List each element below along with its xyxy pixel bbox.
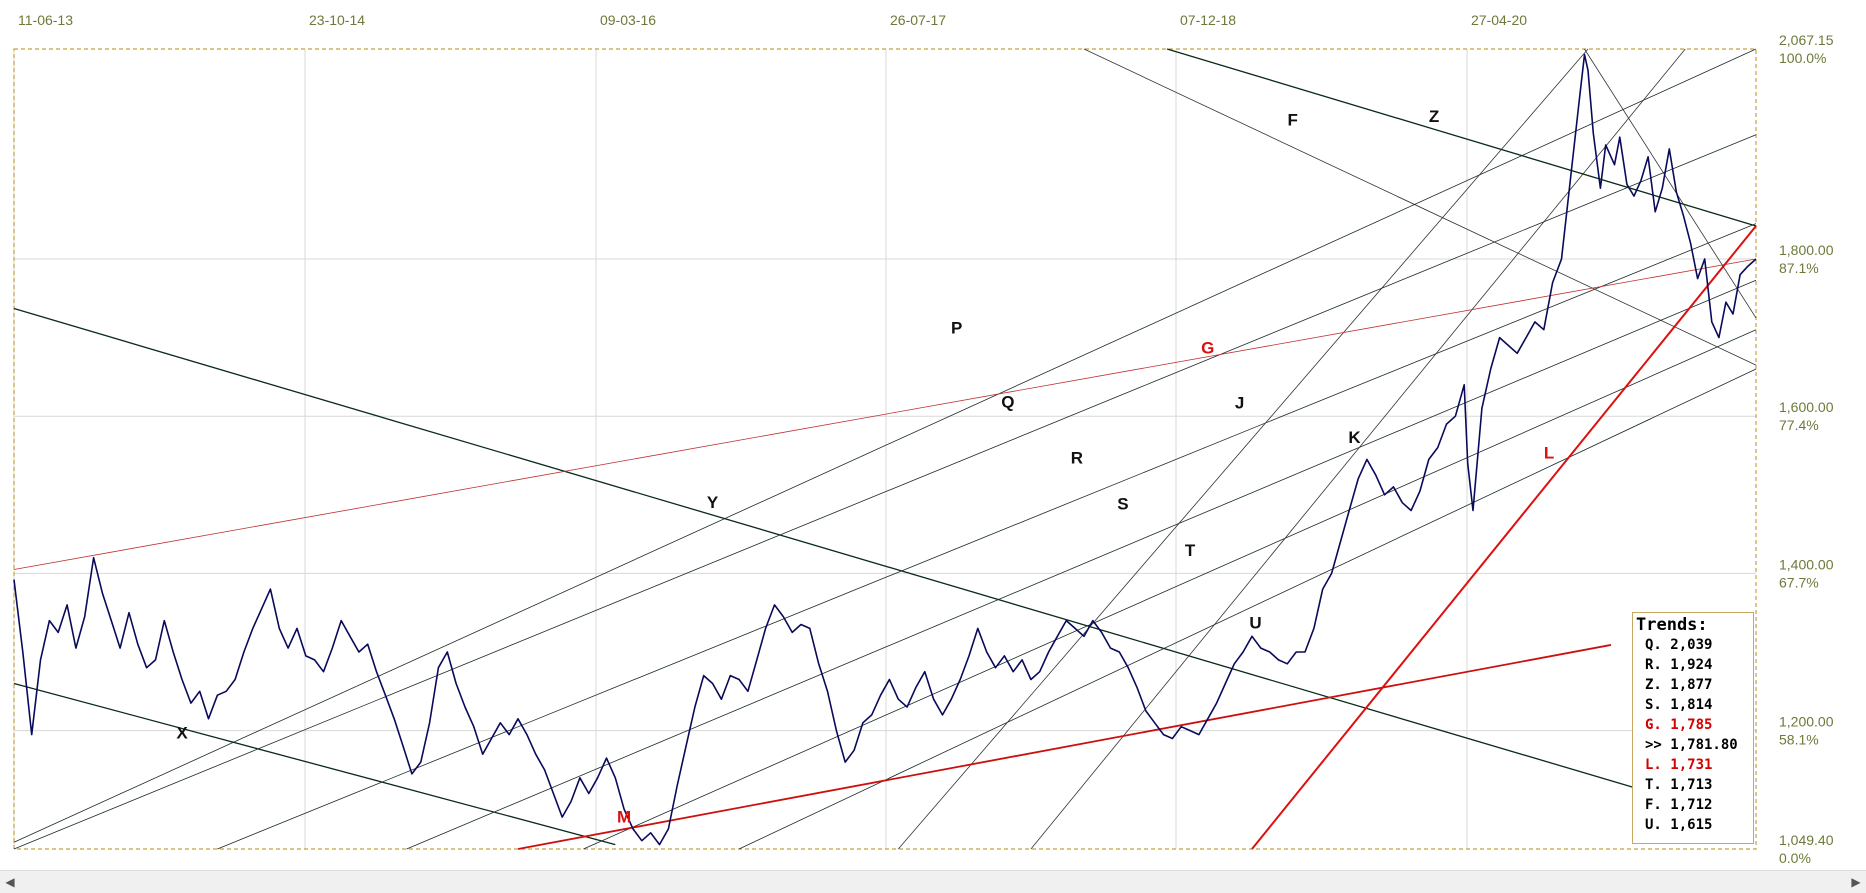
trend-line-u (738, 368, 1757, 850)
legend-row: >> 1,781.80 (1645, 737, 1738, 753)
y-tick-price: 1,049.40 (1779, 832, 1834, 848)
trend-line-t (583, 329, 1757, 850)
trend-label-l: L (1544, 444, 1554, 463)
chart-grid (13, 49, 1756, 849)
x-tick-label: 23-10-14 (309, 12, 365, 28)
legend-row: S. 1,814 (1645, 697, 1713, 713)
legend-row: G. 1,785 (1645, 717, 1713, 733)
y-tick-price: 1,600.00 (1779, 399, 1834, 415)
trend-label-x: X (176, 723, 188, 742)
legend-row: U. 1,615 (1645, 817, 1713, 833)
legend-rows: Q. 2,039 R. 1,924 Z. 1,877 S. 1,814 G. 1,785… (1633, 635, 1753, 835)
trend-line-labels: X Y Z F P Q R S T U J K G M L (176, 107, 1554, 826)
y-tick-pct: 100.0% (1779, 50, 1826, 66)
trend-label-t: T (1185, 541, 1196, 560)
chart-canvas[interactable]: X Y Z F P Q R S T U J K G M L 11-06-13 23-10-14 09-03-16… (0, 0, 1866, 870)
trend-label-p: P (951, 319, 962, 338)
legend-row: T. 1,713 (1645, 777, 1713, 793)
legend-row: Z. 1,877 (1645, 677, 1713, 693)
trend-label-m: M (617, 808, 631, 827)
legend-row: F. 1,712 (1645, 797, 1713, 813)
y-tick-pct: 67.7% (1779, 574, 1819, 590)
trend-line-y (13, 307, 1642, 791)
trend-line-q (13, 134, 1757, 850)
y-tick-price: 1,400.00 (1779, 556, 1834, 572)
trend-line-g (13, 258, 1757, 570)
trend-label-k: K (1348, 428, 1361, 447)
y-tick-pct: 87.1% (1779, 260, 1819, 276)
trend-line-j (897, 48, 1589, 850)
trend-line-x (13, 682, 616, 846)
trend-line-l (1251, 225, 1757, 850)
x-tick-label: 09-03-16 (600, 12, 656, 28)
legend-row: L. 1,731 (1645, 757, 1713, 773)
trend-line-k (1030, 48, 1686, 850)
x-tick-label: 26-07-17 (890, 12, 946, 28)
trend-label-f: F (1287, 110, 1297, 129)
trend-label-g: G (1201, 338, 1214, 357)
legend-title: Trends: (1636, 615, 1708, 635)
legend-row: Q. 2,039 (1645, 637, 1713, 653)
price-series-line-0 (13, 53, 1757, 846)
trend-line-m (517, 644, 1612, 850)
legend-row: R. 1,924 (1645, 657, 1713, 673)
x-axis: 11-06-13 23-10-14 09-03-16 26-07-17 07-12-18… (18, 12, 1527, 28)
y-axis: 2,067.15 100.0% 1,800.00 87.1% 1,600.00 77.4%… (1779, 32, 1834, 866)
y-tick-price: 2,067.15 (1779, 32, 1834, 48)
trend-label-q: Q (1001, 393, 1014, 412)
trend-line-p (13, 48, 1757, 843)
x-tick-label: 27-04-20 (1471, 12, 1527, 28)
trends-legend: Trends: Q. 2,039 R. 1,924 Z. 1,877 S. 1,814… (1632, 612, 1754, 844)
scroll-right-icon[interactable]: ▶ (1851, 875, 1861, 889)
trend-label-y: Y (707, 493, 719, 512)
horizontal-scrollbar[interactable]: ◀ ▶ (0, 870, 1866, 893)
trend-line-s (406, 279, 1757, 850)
trend-label-r: R (1071, 448, 1083, 467)
y-tick-price: 1,800.00 (1779, 242, 1834, 258)
scroll-left-icon[interactable]: ◀ (5, 875, 15, 889)
y-tick-price: 1,200.00 (1779, 714, 1834, 730)
trend-line-r (217, 223, 1757, 850)
y-tick-pct: 0.0% (1779, 850, 1811, 866)
x-tick-label: 11-06-13 (18, 12, 73, 28)
trend-line-v1 (1584, 48, 1757, 319)
trend-line-f (1083, 48, 1757, 366)
trend-label-u: U (1249, 613, 1261, 632)
trend-lines (13, 48, 1757, 850)
x-tick-label: 07-12-18 (1180, 12, 1236, 28)
trend-label-j: J (1235, 393, 1244, 412)
y-tick-pct: 77.4% (1779, 417, 1819, 433)
y-tick-pct: 58.1% (1779, 732, 1819, 748)
trend-label-s: S (1117, 495, 1128, 514)
trend-line-z (1166, 48, 1757, 227)
trend-label-z: Z (1429, 107, 1439, 126)
price-series (13, 53, 1757, 846)
plot-frame (13, 48, 1757, 850)
